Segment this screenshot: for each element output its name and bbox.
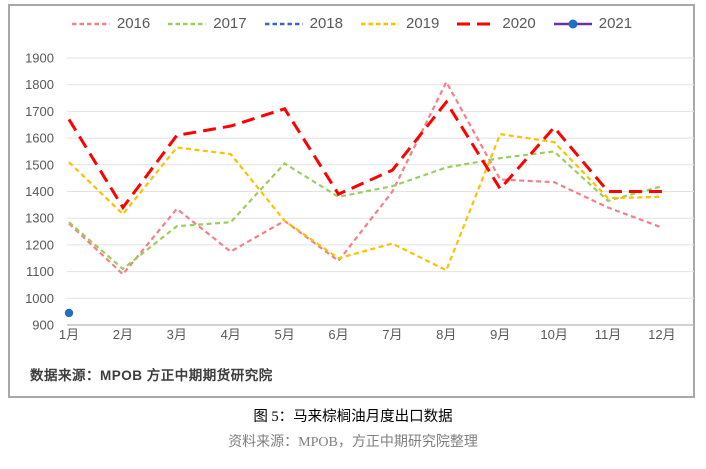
legend-item-2020: 2020 <box>456 15 536 32</box>
series-marker-2021 <box>64 308 74 318</box>
chart-source-note: 数据来源：MPOB 方正中期期货研究院 <box>30 368 273 383</box>
figure-caption-title: 图 5：马来棕榈油月度出口数据 <box>253 409 453 425</box>
chart-container: 2016 2017 2018 2019 2020 2021 900 1000 1100 1200… <box>8 4 695 398</box>
legend-item-2017: 2017 <box>167 15 247 32</box>
y-axis-label: 900 <box>32 318 54 333</box>
y-axis-label: 1700 <box>25 104 54 119</box>
y-axis-label: 1000 <box>25 291 54 306</box>
y-axis-label: 1500 <box>25 157 54 172</box>
legend-label-2021: 2021 <box>598 15 633 32</box>
x-axis-label: 3月 <box>167 327 187 342</box>
legend-swatch-2021 <box>553 19 592 28</box>
y-axis-label: 1800 <box>25 77 54 92</box>
x-axis-label: 10月 <box>540 327 567 342</box>
legend-label-2017: 2017 <box>213 15 247 32</box>
y-axis-label: 1900 <box>25 51 54 66</box>
legend-label-2019: 2019 <box>406 15 440 32</box>
x-axis-label: 2月 <box>113 327 133 342</box>
legend-item-2021: 2021 <box>553 16 632 31</box>
x-axis-label: 4月 <box>221 327 241 342</box>
x-axis-label: 5月 <box>274 327 294 342</box>
x-axis-label: 7月 <box>382 327 402 342</box>
y-axis-label: 1600 <box>25 131 54 146</box>
legend-item-2016: 2016 <box>71 16 150 31</box>
legend-item-2018: 2018 <box>264 16 343 31</box>
y-axis-label: 1300 <box>25 211 54 226</box>
legend-swatch-2017 <box>168 22 207 25</box>
x-axis-label: 9月 <box>490 327 510 342</box>
chart-legend: 2016 2017 2018 2019 2020 2021 <box>10 16 693 31</box>
legend-label-2016: 2016 <box>116 15 151 32</box>
legend-label-2018: 2018 <box>309 15 343 32</box>
x-axis-label: 1月 <box>59 327 79 342</box>
series-line-2016 <box>68 79 663 276</box>
x-axis-label: 11月 <box>595 327 622 342</box>
legend-label-2020: 2020 <box>502 15 536 32</box>
series-line-2019 <box>68 132 662 272</box>
legend-swatch-2016 <box>71 22 110 25</box>
series-line-2020 <box>67 99 662 211</box>
legend-swatch-2020 <box>457 22 496 25</box>
series-line-2017 <box>68 150 663 271</box>
legend-swatch-2018 <box>264 22 303 25</box>
x-axis-label: 8月 <box>436 327 456 342</box>
y-axis-label: 1400 <box>25 184 54 199</box>
legend-swatch-2019 <box>361 22 399 25</box>
x-axis-label: 12月 <box>648 327 675 342</box>
y-axis-label: 1200 <box>25 237 54 252</box>
line-chart-plot: 900 1000 1100 1200 1300 1400 1500 1600 1700 1800 1… <box>25 51 694 342</box>
legend-item-2019: 2019 <box>360 16 439 31</box>
figure-caption-source: 资料来源：MPOB，方正中期研究院整理 <box>228 435 478 450</box>
x-axis-label: 6月 <box>328 327 348 342</box>
legend-marker-2021 <box>568 19 578 28</box>
y-axis-label: 1100 <box>26 264 54 279</box>
